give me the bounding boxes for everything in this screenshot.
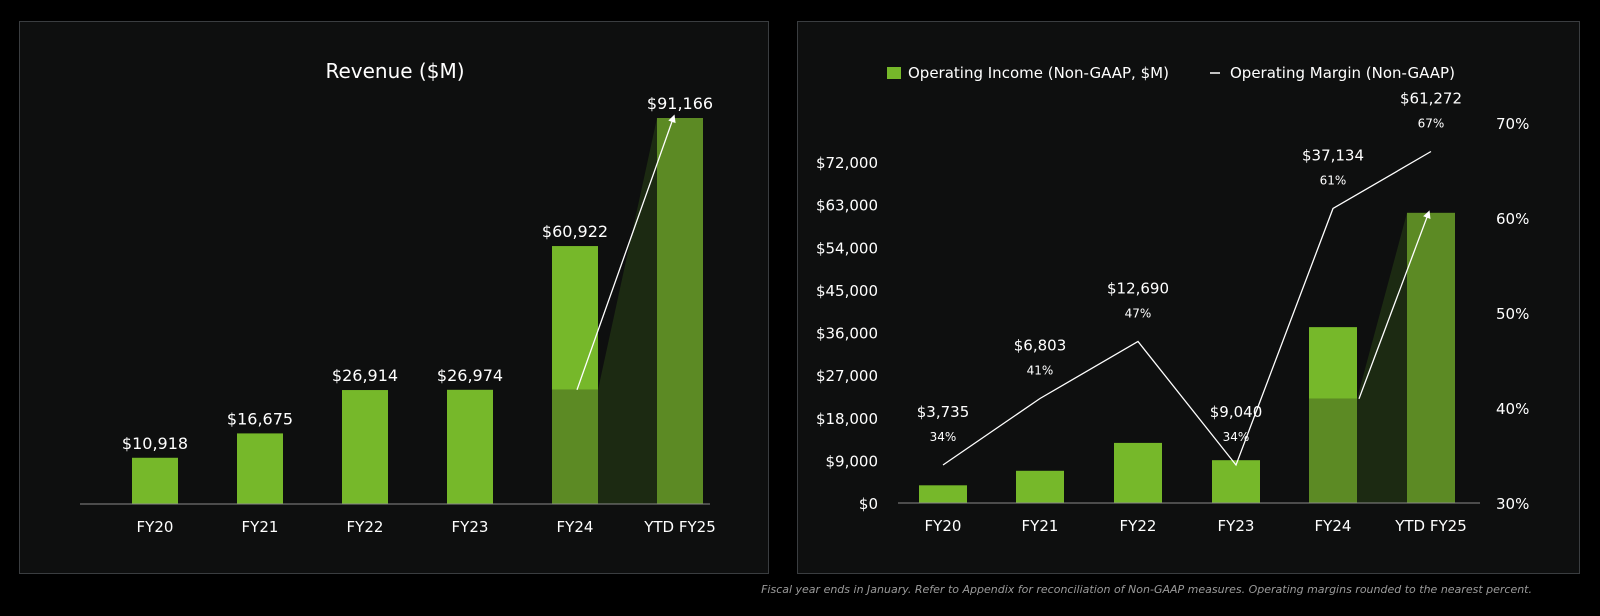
- bar-base-fy24: [552, 389, 598, 504]
- footnote: Fiscal year ends in January. Refer to Ap…: [761, 583, 1532, 596]
- x-tick-ytd-fy25: YTD FY25: [643, 518, 716, 536]
- y-tick-7: $63,000: [816, 197, 878, 215]
- x-tick-fy22: FY22: [347, 518, 384, 536]
- value-label-fy23: $26,974: [437, 366, 503, 385]
- bar-fy22: [1114, 442, 1162, 503]
- y2-tick-4: 70%: [1496, 115, 1529, 133]
- x-tick-fy20: FY20: [137, 518, 174, 536]
- income-label-fy21: $6,803: [1014, 337, 1067, 355]
- y-tick-1: $9,000: [826, 452, 879, 470]
- bar-fy20: [132, 457, 178, 504]
- y-tick-0: $0: [859, 495, 878, 513]
- bar-fy23: [447, 389, 493, 504]
- value-label-fy22: $26,914: [332, 366, 398, 385]
- operating-income-chart: Operating Income (Non-GAAP, $M) Operating…: [816, 64, 1529, 535]
- chart-title: Revenue ($M): [325, 59, 464, 83]
- y-tick-3: $27,000: [816, 367, 878, 385]
- bar-ytd-fy25: [657, 118, 703, 504]
- margin-label-fy22: 47%: [1125, 307, 1152, 321]
- income-label-fy24: $37,134: [1302, 147, 1364, 165]
- y2-tick-1: 40%: [1496, 400, 1529, 418]
- value-label-fy21: $16,675: [227, 409, 293, 428]
- bar-fy22: [342, 390, 388, 504]
- y2-tick-3: 60%: [1496, 210, 1529, 228]
- y-tick-6: $54,000: [816, 239, 878, 257]
- operating-income-chart-panel: Operating Income (Non-GAAP, $M) Operating…: [797, 21, 1580, 574]
- x-tick-fy24: FY24: [1315, 517, 1352, 535]
- x-tick-fy23: FY23: [452, 518, 489, 536]
- x-tick-fy23: FY23: [1218, 517, 1255, 535]
- y2-tick-0: 30%: [1496, 495, 1529, 513]
- margin-label-fy21: 41%: [1027, 364, 1054, 378]
- bar-fy24: [1309, 327, 1357, 399]
- income-label-ytd-fy25: $61,272: [1400, 90, 1462, 108]
- y-tick-5: $45,000: [816, 282, 878, 300]
- legend-label-operating-income: Operating Income (Non-GAAP, $M): [908, 64, 1169, 82]
- bar-ytd-fy25: [1407, 212, 1455, 503]
- y-tick-2: $18,000: [816, 410, 878, 428]
- growth-arrow: [576, 114, 676, 391]
- bar-fy21: [237, 433, 283, 504]
- income-label-fy20: $3,735: [917, 403, 970, 421]
- bar-fy21: [1016, 470, 1064, 503]
- value-label-fy24: $60,922: [542, 222, 608, 241]
- x-tick-fy21: FY21: [1022, 517, 1059, 535]
- x-tick-fy21: FY21: [242, 518, 279, 536]
- bar-base-fy24: [1309, 398, 1357, 503]
- income-label-fy22: $12,690: [1107, 280, 1169, 298]
- value-label-fy20: $10,918: [122, 434, 188, 453]
- x-tick-ytd-fy25: YTD FY25: [1394, 517, 1467, 535]
- margin-label-fy23: 34%: [1223, 430, 1250, 444]
- revenue-chart-panel: Revenue ($M) $10,918 FY20 $16,675 FY21 $26,91…: [19, 21, 769, 574]
- growth-arrow: [1358, 210, 1431, 400]
- y-tick-8: $72,000: [816, 154, 878, 172]
- operating-margin-line: [942, 150, 1432, 467]
- x-tick-fy20: FY20: [925, 517, 962, 535]
- margin-label-ytd-fy25: 67%: [1418, 117, 1445, 131]
- income-label-fy23: $9,040: [1210, 403, 1263, 421]
- y-tick-4: $36,000: [816, 325, 878, 343]
- growth-shade: [1357, 212, 1407, 503]
- bar-fy20: [919, 485, 967, 503]
- revenue-chart: Revenue ($M) $10,918 FY20 $16,675 FY21 $26,91…: [80, 59, 716, 536]
- legend-label-operating-margin: Operating Margin (Non-GAAP): [1230, 64, 1455, 82]
- margin-label-fy24: 61%: [1320, 174, 1347, 188]
- y2-tick-2: 50%: [1496, 305, 1529, 323]
- value-label-ytd-fy25: $91,166: [647, 94, 713, 113]
- x-tick-fy24: FY24: [557, 518, 594, 536]
- bar-fy23: [1212, 460, 1260, 503]
- growth-shade: [598, 118, 657, 504]
- bar-fy24: [552, 246, 598, 390]
- margin-label-fy20: 34%: [930, 430, 957, 444]
- legend-swatch-operating-income: [887, 67, 901, 79]
- x-tick-fy22: FY22: [1120, 517, 1157, 535]
